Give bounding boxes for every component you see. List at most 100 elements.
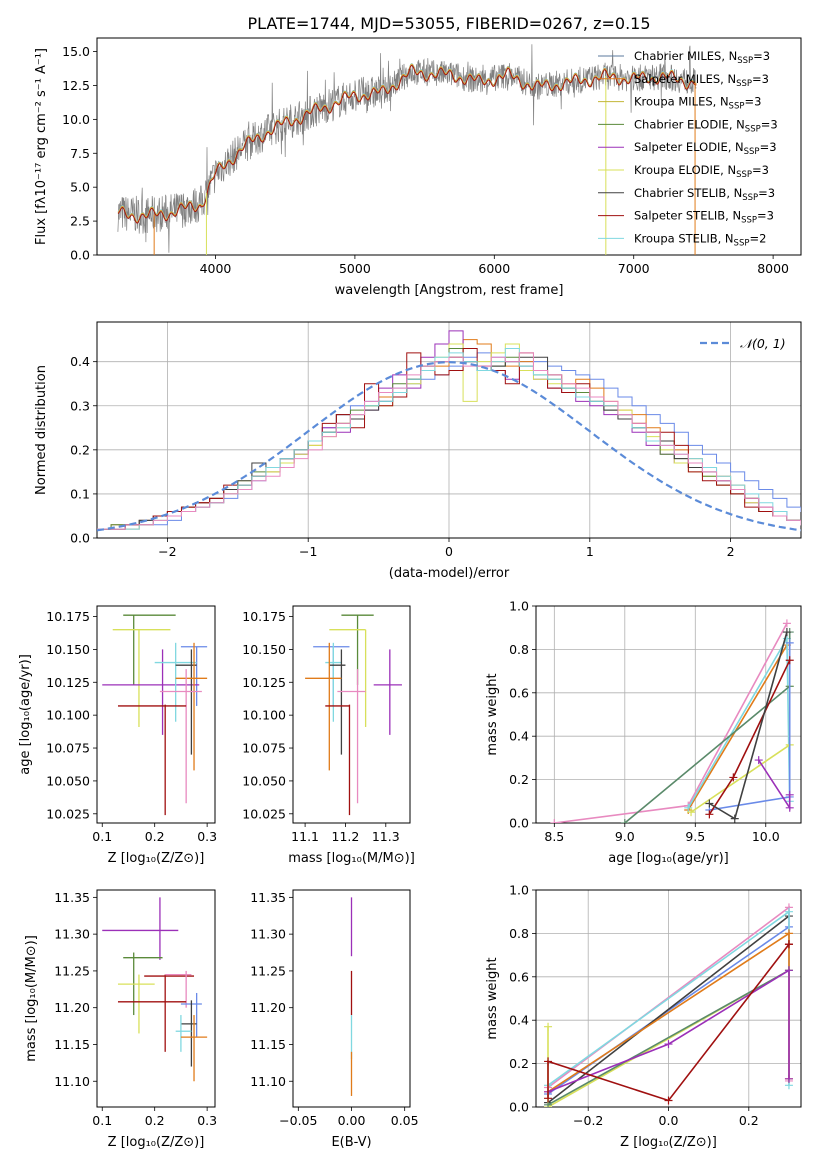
y-axis-label: mass weight — [485, 957, 500, 1039]
weight-marker — [664, 1096, 673, 1105]
weight-marker — [785, 656, 794, 665]
x-axis-label: Z [log₁₀(Z/Z⊙)] — [108, 851, 205, 866]
weight-line — [690, 686, 791, 813]
y-tick-label: 0.2 — [509, 772, 529, 787]
x-tick-label: 0.2 — [145, 1113, 165, 1128]
legend-label: Chabrier ELODIE, NSSP=3 — [634, 117, 778, 134]
legend-tail: =3 — [753, 49, 770, 63]
model-spectrum-line — [117, 65, 697, 224]
weight_vs_age-frame — [535, 605, 802, 824]
legend-subscript: SSP — [742, 193, 758, 203]
x-tick-label: 11.2 — [332, 829, 360, 844]
weight-marker — [729, 773, 738, 782]
weight-marker — [730, 814, 739, 823]
y-tick-label: 10.100 — [46, 708, 90, 723]
x-tick-label: 8.5 — [544, 829, 564, 844]
weight_vs_age-axes: 8.5 9.0 9.5 10.0 0.0 0.2 0.4 0.6 0.8 1.0 age [log₁… — [485, 599, 802, 866]
age_vs_mass-axes: 11.1 11.2 11.3 10.025 10.050 10.075 10.100 10.1… — [242, 605, 415, 866]
spectrum-title: PLATE=1744, MJD=53055, FIBERID=0267, z=0… — [247, 14, 650, 33]
weight-marker — [782, 628, 791, 637]
legend-tail: =3 — [761, 117, 778, 131]
legend-label: Salpeter STELIB, NSSP=3 — [634, 209, 774, 226]
histogram-step-line — [97, 347, 801, 530]
x-tick-label: 2 — [727, 544, 735, 559]
x-tick-label: 4000 — [200, 261, 232, 276]
y-tick-label: 0.0 — [70, 248, 90, 263]
weight-line — [687, 644, 788, 811]
weight-marker — [782, 619, 791, 628]
x-tick-label: −0.2 — [573, 1113, 603, 1128]
legend-label: Salpeter ELODIE, NSSP=3 — [634, 140, 777, 157]
x-tick-label: −0.05 — [279, 1113, 317, 1128]
y-tick-label: 11.15 — [54, 1037, 90, 1052]
histogram-step-line — [97, 356, 801, 530]
y-tick-label: 10.125 — [46, 675, 90, 690]
weight-marker — [705, 799, 714, 808]
legend-text: Chabrier MILES, N — [634, 49, 737, 63]
weight-line — [547, 943, 790, 1102]
weight-marker — [620, 819, 629, 823]
weight_vs_age-lines — [550, 619, 794, 823]
y-tick-label: 10.075 — [46, 741, 90, 756]
y-tick-label: 0.2 — [509, 1056, 529, 1071]
y-tick-label: 0.1 — [70, 486, 90, 501]
x-tick-label: 1 — [586, 544, 594, 559]
legend-label: Kroupa MILES, NSSP=3 — [634, 95, 761, 112]
age_vs_mass-points — [305, 614, 402, 816]
weight-marker — [550, 819, 559, 823]
y-tick-label: 10.0 — [62, 112, 90, 127]
x-tick-label: 0.1 — [92, 1113, 112, 1128]
x-axis-label: E(B-V) — [331, 1135, 371, 1150]
residual-histograms — [97, 330, 801, 532]
y-tick-label: 0.8 — [509, 926, 529, 941]
y-tick-label: 2.5 — [70, 214, 90, 229]
x-tick-label: 11.1 — [291, 829, 319, 844]
residuals-frame — [96, 321, 802, 539]
weight-line — [624, 632, 791, 823]
y-tick-label: 0.8 — [509, 642, 529, 657]
mass_vs_ebv-frame — [292, 889, 411, 1108]
y-tick-label: 11.20 — [54, 1000, 90, 1015]
age_vs_Z-frame — [96, 605, 216, 824]
y-tick-label: 12.5 — [62, 78, 90, 93]
weight-line — [547, 969, 790, 1106]
legend-tail: =3 — [757, 209, 774, 223]
mass_vs_ebv-axes: −0.05 0.00 0.05 11.10 11.15 11.20 11.25 11.30 11… — [250, 889, 419, 1150]
legend-label: Kroupa STELIB, NSSP=2 — [634, 231, 766, 248]
y-tick-label: 0.3 — [70, 398, 90, 413]
y-tick-label: 10.175 — [46, 609, 90, 624]
x-tick-label: 6000 — [478, 261, 510, 276]
weight_vs_Z-frame — [535, 889, 802, 1108]
legend-text: Kroupa MILES, N — [634, 95, 729, 109]
x-tick-label: 0.0 — [659, 1113, 679, 1128]
x-tick-label: −1 — [299, 544, 317, 559]
y-tick-label: 0.0 — [509, 816, 529, 831]
y-tick-label: 1.0 — [509, 599, 529, 614]
legend-subscript: SSP — [741, 216, 757, 226]
legend-tail: =3 — [744, 95, 761, 109]
histogram-step-line — [97, 347, 801, 530]
legend-label: 𝒩(0, 1) — [740, 336, 786, 351]
y-axis-label: mass [log₁₀(M/M⊙)] — [24, 935, 39, 1062]
y-tick-label: 11.25 — [250, 963, 286, 978]
x-tick-label: 10.0 — [752, 829, 780, 844]
y-axis-label: age [log₁₀(age/yr)] — [18, 654, 33, 775]
weight-marker — [705, 810, 714, 819]
histogram-step-line — [97, 339, 801, 530]
y-tick-label: 10.100 — [242, 708, 286, 723]
weight-marker — [544, 1057, 553, 1066]
x-tick-label: 0 — [445, 544, 453, 559]
histogram-step-line — [97, 343, 801, 530]
weight-line — [547, 915, 790, 1104]
weight-marker — [664, 1040, 673, 1049]
weight-marker — [785, 803, 794, 812]
weight-marker — [784, 966, 793, 975]
x-axis-label: wavelength [Angstrom, rest frame] — [335, 283, 564, 298]
legend-subscript: SSP — [745, 124, 761, 134]
observed-spectrum-line — [117, 44, 697, 253]
x-axis-label: Z [log₁₀(Z/Z⊙)] — [108, 1135, 205, 1150]
weight-line — [547, 968, 790, 1093]
legend-text: Kroupa ELODIE, N — [634, 163, 736, 177]
legend-label: Chabrier STELIB, NSSP=3 — [634, 186, 775, 203]
